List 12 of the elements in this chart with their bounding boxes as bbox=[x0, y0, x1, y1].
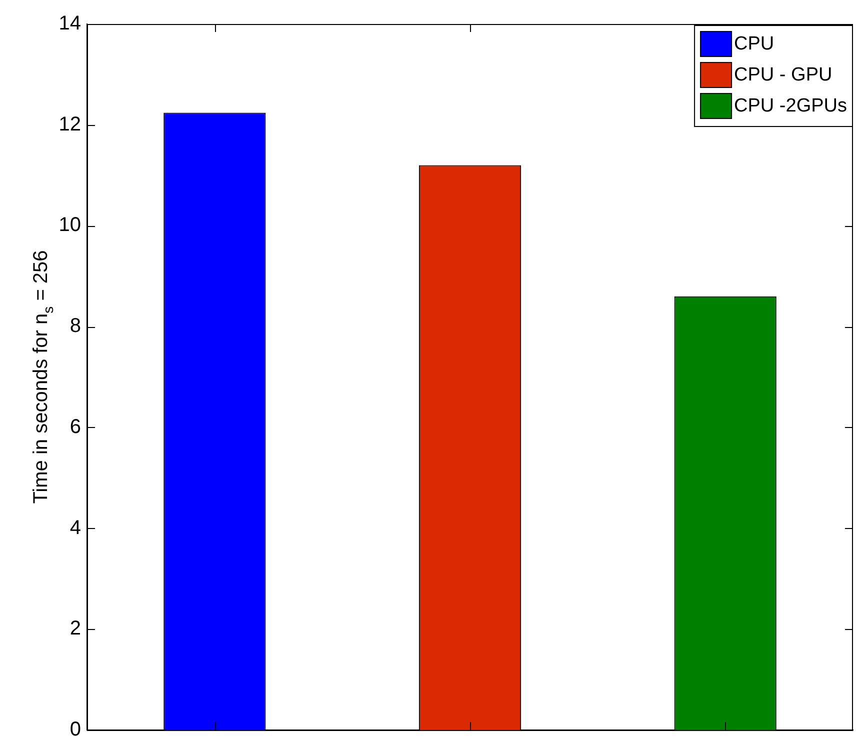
y-tick-label: 8 bbox=[70, 315, 81, 338]
y-tick-label: 14 bbox=[58, 12, 81, 35]
y-tick-label: 10 bbox=[58, 214, 81, 236]
y-axis-title: Time in seconds for ns = 256 bbox=[30, 250, 56, 504]
y-tick-label: 12 bbox=[58, 113, 81, 136]
legend-label: CPU bbox=[734, 34, 774, 55]
y-tick-label: 4 bbox=[70, 516, 81, 539]
y-tick-label: 0 bbox=[70, 718, 81, 741]
legend-label: CPU - GPU bbox=[734, 64, 832, 86]
y-tick-label: 2 bbox=[70, 618, 81, 640]
y-tick-label: 6 bbox=[70, 416, 81, 438]
legend-label: CPU -2GPUs bbox=[734, 96, 848, 117]
